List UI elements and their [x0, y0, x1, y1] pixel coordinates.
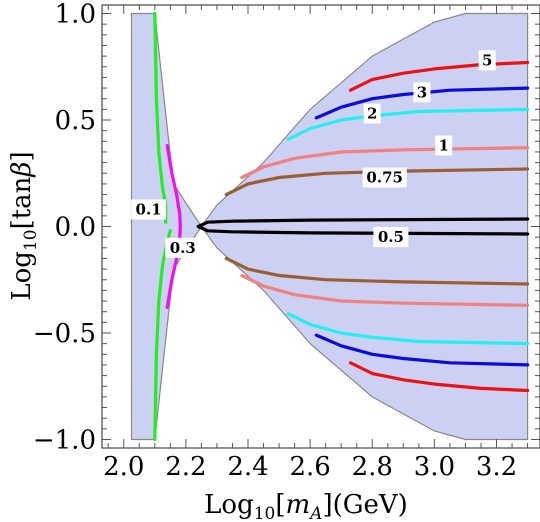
contour-label-text: 2 — [367, 105, 377, 123]
contour-label-bg — [373, 227, 409, 248]
contour-label-0: 5 — [478, 50, 496, 71]
contour-label-text: 1 — [438, 137, 448, 155]
contour-label-bg — [363, 103, 381, 124]
x-tick-label: 2.4 — [227, 452, 268, 482]
allowed-region — [130, 12, 529, 441]
contour-line-0-lower — [348, 361, 530, 393]
contour-label-bg — [165, 237, 201, 258]
x-tick-label: 2.2 — [165, 452, 206, 482]
contour-line-3-upper — [240, 146, 530, 180]
contour-label-bg — [413, 82, 431, 103]
y-tick-label: 0.0 — [55, 213, 96, 243]
contour-label-1: 3 — [413, 82, 431, 103]
y-axis-title: Log10[tanβ] — [7, 151, 41, 300]
contour-line-1-lower — [314, 333, 530, 367]
contour-line-7-upper — [165, 144, 182, 229]
contour-label-bg — [362, 167, 407, 188]
contour-line-5-upper — [196, 217, 530, 229]
x-tick-label: 2.0 — [103, 452, 144, 482]
contour-line-3-lower — [240, 273, 530, 307]
contour-label-text: 3 — [417, 83, 427, 101]
contour-label-7: 0.3 — [165, 237, 201, 258]
x-axis-title: Log10[mA](GeV) — [204, 490, 408, 522]
contour-label-text: 0.3 — [170, 239, 196, 257]
contour-label-bg — [435, 135, 453, 156]
contour-labels-layer: 5 3 2 1 0.75 0.5 0.1 0.3 — [131, 50, 496, 258]
contour-label-text: 0.1 — [136, 200, 162, 218]
y-tick-label: 1.0 — [55, 0, 96, 30]
contour-line-4-upper — [224, 167, 530, 197]
x-tick-label: 2.8 — [352, 452, 393, 482]
y-tick-label: −0.5 — [33, 319, 96, 349]
x-tick-label: 3.0 — [414, 452, 455, 482]
contour-line-1-upper — [314, 86, 530, 120]
contour-line-4-lower — [224, 256, 530, 286]
y-tick-label: −1.0 — [33, 425, 96, 455]
contour-line-2-upper — [286, 107, 530, 141]
contour-line-7-lower — [165, 224, 182, 309]
contour-label-2: 2 — [363, 103, 381, 124]
contour-label-bg — [478, 50, 496, 71]
contour-label-6: 0.1 — [131, 199, 167, 220]
x-tick-label: 2.6 — [289, 452, 330, 482]
contour-line-2-lower — [286, 312, 530, 346]
allowed-region-layer — [130, 12, 529, 441]
contour-label-bg — [131, 199, 167, 220]
contour-label-5: 0.5 — [373, 227, 409, 248]
x-tick-label: 3.2 — [476, 452, 517, 482]
axis-ticks-layer: 2.0 2.2 2.4 2.6 2.8 3.0 3.2 1.0 0.5 0.0 −0.5 −1.0 — [33, 0, 540, 482]
contour-label-4: 0.75 — [362, 167, 407, 188]
contour-label-text: 0.5 — [378, 228, 404, 246]
y-tick-label: 0.5 — [55, 106, 96, 136]
contour-label-text: 0.75 — [366, 169, 403, 187]
contour-label-3: 1 — [435, 135, 453, 156]
contour-label-text: 5 — [482, 51, 492, 69]
